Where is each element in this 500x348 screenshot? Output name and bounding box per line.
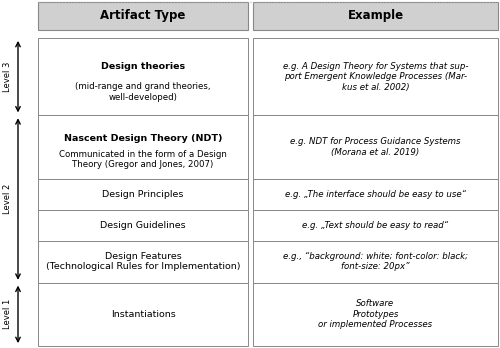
Text: e.g. A Design Theory for Systems that sup-
port Emergent Knowledge Processes (Ma: e.g. A Design Theory for Systems that su…	[283, 62, 468, 92]
Text: (mid-range and grand theories,
well-developed): (mid-range and grand theories, well-deve…	[75, 82, 211, 102]
Text: e.g. „Text should be easy to read“: e.g. „Text should be easy to read“	[302, 221, 448, 230]
FancyBboxPatch shape	[38, 209, 248, 240]
Text: Level 2: Level 2	[4, 184, 13, 214]
Text: Nascent Design Theory (NDT): Nascent Design Theory (NDT)	[64, 134, 222, 143]
Text: e.g. „The interface should be easy to use“: e.g. „The interface should be easy to us…	[285, 190, 466, 199]
Text: Design Principles: Design Principles	[102, 190, 184, 199]
Text: Design Guidelines: Design Guidelines	[100, 221, 186, 230]
FancyBboxPatch shape	[38, 115, 248, 179]
Text: e.g., “background: white; font-color: black;
font-size: 20px”: e.g., “background: white; font-color: bl…	[283, 252, 468, 271]
FancyBboxPatch shape	[253, 38, 498, 115]
Text: Design Features
(Technological Rules for Implementation): Design Features (Technological Rules for…	[46, 252, 240, 271]
FancyBboxPatch shape	[253, 283, 498, 346]
Text: Instantiations: Instantiations	[110, 310, 176, 319]
FancyBboxPatch shape	[38, 38, 248, 115]
FancyBboxPatch shape	[253, 179, 498, 209]
FancyBboxPatch shape	[253, 240, 498, 283]
Text: Level 3: Level 3	[4, 62, 13, 92]
FancyBboxPatch shape	[38, 240, 248, 283]
Text: Communicated in the form of a Design
Theory (Gregor and Jones, 2007): Communicated in the form of a Design The…	[59, 150, 227, 169]
Text: e.g. NDT for Process Guidance Systems
(Morana et al. 2019): e.g. NDT for Process Guidance Systems (M…	[290, 137, 461, 157]
FancyBboxPatch shape	[253, 209, 498, 240]
FancyBboxPatch shape	[253, 115, 498, 179]
Text: Example: Example	[348, 9, 404, 23]
Text: Software
Prototypes
or implemented Processes: Software Prototypes or implemented Proce…	[318, 300, 432, 329]
FancyBboxPatch shape	[38, 2, 248, 30]
FancyBboxPatch shape	[38, 179, 248, 209]
FancyBboxPatch shape	[38, 283, 248, 346]
Text: Design theories: Design theories	[101, 62, 185, 71]
Text: Level 1: Level 1	[4, 299, 13, 330]
FancyBboxPatch shape	[253, 2, 498, 30]
Text: Artifact Type: Artifact Type	[100, 9, 186, 23]
